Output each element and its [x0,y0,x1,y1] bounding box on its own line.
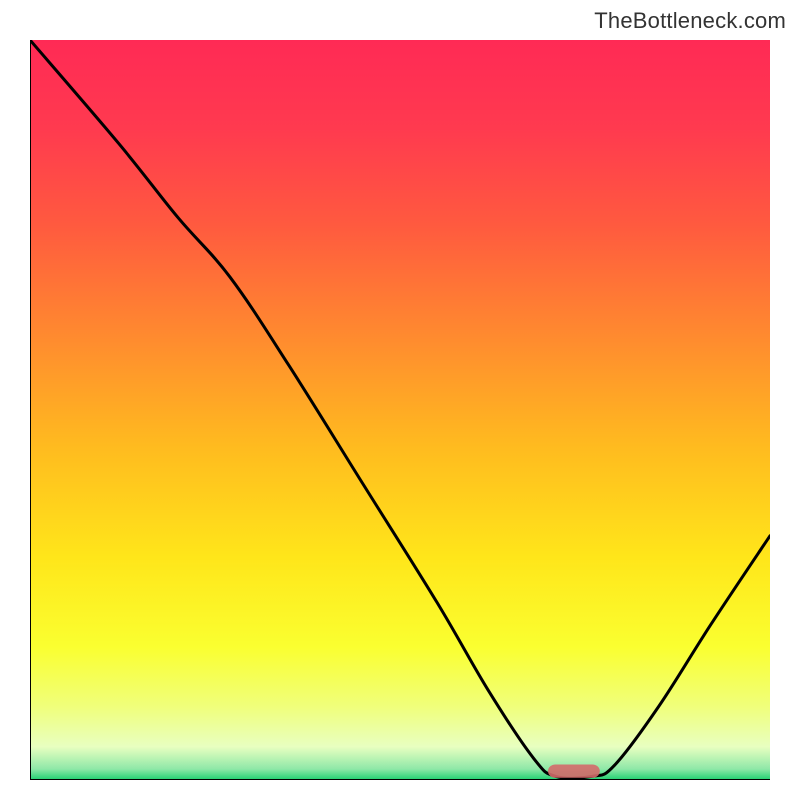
optimal-marker [548,764,600,777]
watermark-text: TheBottleneck.com [594,8,786,34]
bottleneck-chart [30,40,770,780]
gradient-background [30,40,770,780]
